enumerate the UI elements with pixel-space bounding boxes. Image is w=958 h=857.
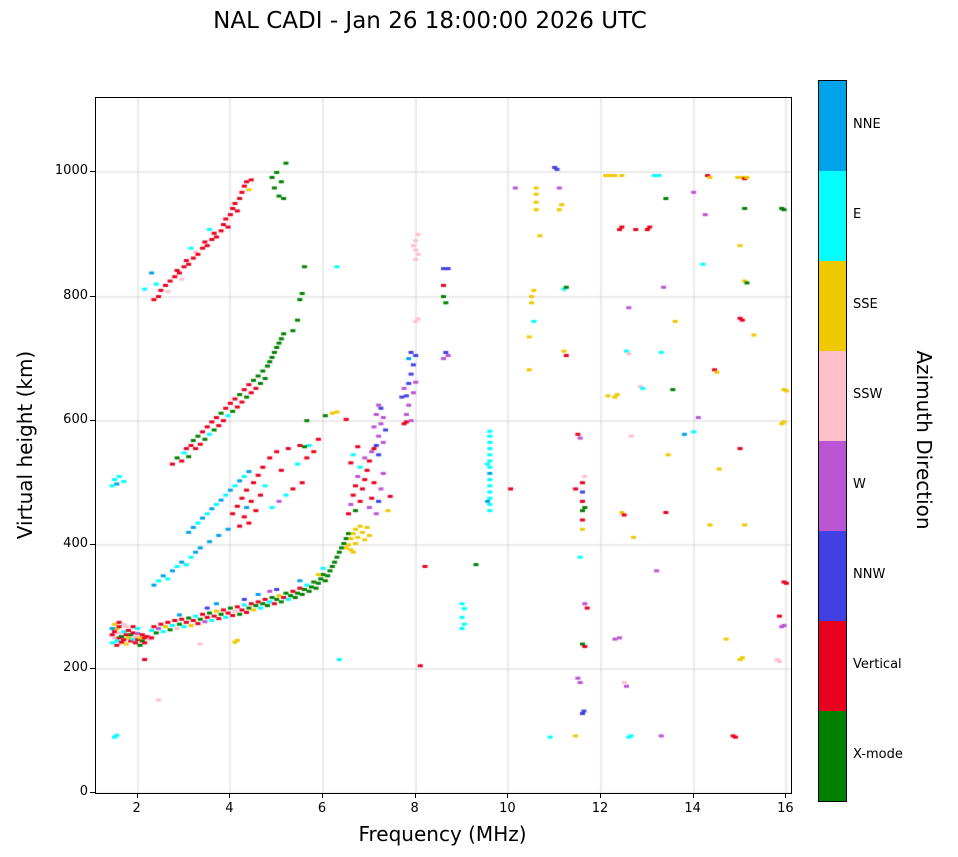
plot-area [95, 97, 792, 794]
x-tick [414, 793, 416, 798]
y-tick [90, 419, 95, 421]
y-tick-label: 1000 [54, 163, 88, 179]
x-tick [136, 793, 138, 798]
y-tick-label: 600 [63, 411, 88, 427]
x-tick-label: 8 [410, 801, 419, 816]
colorbar-category-label: SSE [853, 297, 878, 312]
colorbar-category-label: E [853, 207, 862, 222]
colorbar-category-label: NNW [853, 567, 886, 582]
colorbar-category-label: NNE [853, 117, 881, 132]
x-tick-label: 6 [317, 801, 327, 816]
colorbar [818, 80, 847, 802]
y-tick [90, 543, 95, 545]
x-tick-label: 2 [132, 801, 141, 816]
x-tick-label: 10 [499, 801, 516, 816]
y-tick [90, 667, 95, 669]
colorbar-axis-label: Azimuth Direction [912, 350, 936, 530]
colorbar-category-label: W [853, 477, 866, 492]
figure-title: NAL CADI - Jan 26 18:00:00 2026 UTC [213, 8, 647, 34]
colorbar-segment-vertical [819, 621, 846, 711]
colorbar-segment-nne [819, 81, 846, 171]
ionogram-canvas [96, 98, 791, 793]
x-tick-label: 14 [684, 801, 701, 816]
colorbar-segment-x-mode [819, 711, 846, 801]
x-tick-label: 4 [225, 801, 234, 816]
y-tick-label: 0 [79, 784, 88, 799]
colorbar-category-label: Vertical [853, 657, 902, 672]
x-axis-label: Frequency (MHz) [358, 822, 527, 846]
colorbar-segment-sse [819, 261, 846, 351]
y-tick [90, 295, 95, 297]
y-tick-label: 800 [63, 287, 88, 303]
colorbar-segment-w [819, 441, 846, 531]
x-tick-label: 12 [591, 801, 609, 816]
y-tick-label: 400 [63, 535, 88, 551]
y-tick-label: 200 [63, 659, 88, 675]
colorbar-category-label: X-mode [853, 747, 903, 762]
x-tick [600, 793, 602, 798]
x-tick [229, 793, 231, 798]
x-tick [507, 793, 509, 798]
colorbar-segment-ssw [819, 351, 846, 441]
colorbar-category-label: SSW [853, 387, 883, 402]
x-tick [692, 793, 694, 798]
y-axis-label: Virtual height (km) [13, 350, 37, 540]
y-tick [90, 792, 95, 793]
colorbar-segment-nnw [819, 531, 846, 621]
x-tick [322, 793, 324, 798]
x-tick-label: 16 [777, 801, 794, 816]
y-tick [90, 171, 95, 173]
colorbar-segment-e [819, 171, 846, 261]
x-tick [785, 793, 787, 798]
